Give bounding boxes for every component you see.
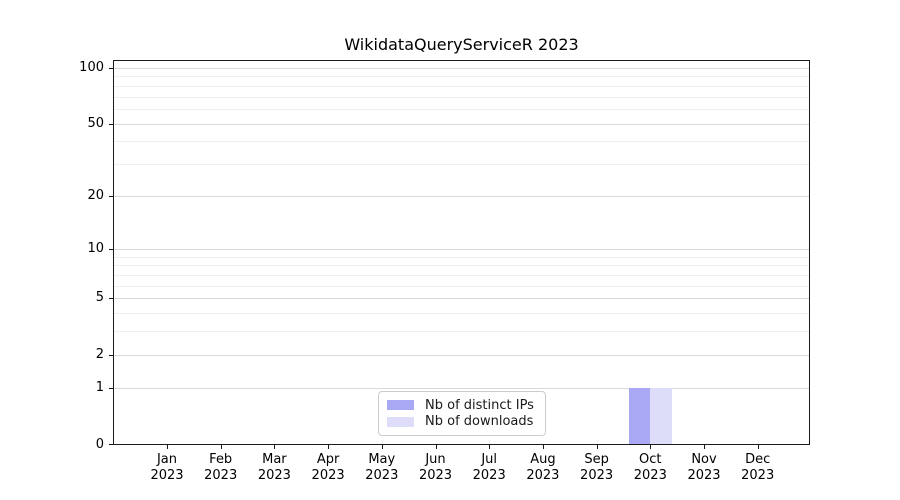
y-tick-mark <box>109 67 113 69</box>
minor-gridline <box>114 256 809 258</box>
legend: Nb of distinct IPs Nb of downloads <box>378 391 546 436</box>
x-tick-label: Feb 2023 <box>193 452 249 484</box>
bar-downloads <box>650 387 672 444</box>
y-tick-mark <box>109 354 113 356</box>
minor-gridline <box>114 313 809 315</box>
x-tick-month: Apr <box>316 452 340 467</box>
x-tick-mark <box>220 445 222 449</box>
major-gridline <box>114 354 809 356</box>
legend-item-distinct-ips: Nb of distinct IPs <box>387 398 537 413</box>
x-tick-year: 2023 <box>687 468 721 483</box>
x-tick-mark <box>167 445 168 449</box>
x-tick-label: Mar 2023 <box>246 452 302 484</box>
x-tick-month: Dec <box>745 452 771 467</box>
major-gridline <box>114 248 809 250</box>
x-tick-label: Aug 2023 <box>515 452 571 484</box>
x-tick-year: 2023 <box>633 468 667 483</box>
x-tick-month: Feb <box>209 452 233 467</box>
y-tick-mark <box>109 387 113 389</box>
x-tick-mark <box>596 445 598 449</box>
minor-gridline <box>114 274 809 276</box>
x-tick-mark <box>328 445 330 449</box>
legend-label: Nb of downloads <box>425 414 534 430</box>
major-gridline <box>114 123 809 125</box>
y-tick-mark <box>109 443 113 445</box>
major-gridline <box>114 67 809 69</box>
x-tick-month: Mar <box>262 452 287 467</box>
x-tick-mark <box>381 445 383 449</box>
x-tick-label: Nov 2023 <box>676 452 732 484</box>
minor-gridline <box>114 331 809 333</box>
chart-title: WikidataQueryServiceR 2023 <box>344 35 579 54</box>
x-tick-year: 2023 <box>418 468 453 483</box>
x-tick-year: 2023 <box>257 468 291 483</box>
major-gridline <box>114 387 809 389</box>
x-tick-month: Jul <box>481 452 498 467</box>
minor-gridline <box>114 108 809 110</box>
minor-gridline <box>114 265 809 267</box>
x-tick-mark <box>704 445 705 449</box>
x-tick-mark <box>757 445 759 449</box>
x-tick-year: 2023 <box>472 468 506 483</box>
legend-label: Nb of distinct IPs <box>425 397 534 413</box>
x-tick-year: 2023 <box>204 468 238 483</box>
x-tick-label: May 2023 <box>354 452 410 484</box>
x-tick-label: Jul 2023 <box>461 452 517 484</box>
x-tick-label: Oct 2023 <box>622 452 678 484</box>
x-tick-label: Apr 2023 <box>300 452 356 484</box>
x-tick-mark <box>650 445 652 449</box>
y-tick-label: 5 <box>95 290 104 306</box>
y-tick-label: 100 <box>79 59 104 75</box>
minor-gridline <box>114 76 809 78</box>
x-tick-mark <box>274 445 276 449</box>
minor-gridline <box>114 141 809 143</box>
legend-swatch <box>387 416 414 427</box>
x-tick-year: 2023 <box>741 468 775 483</box>
y-tick-label: 1 <box>95 379 104 395</box>
minor-gridline <box>114 164 809 166</box>
y-tick-mark <box>109 298 113 300</box>
x-tick-month: Nov <box>691 452 717 467</box>
y-tick-mark <box>109 248 113 250</box>
legend-swatch <box>387 400 414 411</box>
x-tick-month: Sep <box>584 452 609 467</box>
x-tick-month: Oct <box>639 452 662 467</box>
major-gridline <box>114 195 809 197</box>
y-tick-label: 10 <box>87 240 104 256</box>
major-gridline <box>114 298 809 300</box>
y-tick-label: 20 <box>87 187 104 203</box>
x-tick-mark <box>489 445 491 449</box>
x-tick-month: Jun <box>425 452 446 467</box>
x-tick-year: 2023 <box>365 468 399 483</box>
x-tick-year: 2023 <box>311 468 345 483</box>
plot-area: Nb of distinct IPs Nb of downloads 0 1 2 5 1… <box>79 60 810 483</box>
x-tick-label: Dec 2023 <box>730 452 786 484</box>
x-tick-month: May <box>368 452 396 467</box>
x-tick-label: Sep 2023 <box>569 452 625 484</box>
bar-distinct-ips <box>628 387 651 444</box>
x-tick-year: 2023 <box>150 468 184 483</box>
minor-gridline <box>114 85 809 87</box>
minor-gridline <box>114 285 809 287</box>
y-tick-label: 2 <box>95 346 104 362</box>
y-tick-label: 50 <box>87 115 104 131</box>
x-tick-month: Aug <box>530 452 556 467</box>
y-tick-mark <box>109 123 113 125</box>
legend-item-downloads: Nb of downloads <box>387 414 537 429</box>
y-tick-mark <box>109 195 113 197</box>
x-tick-label: Jan 2023 <box>139 452 195 484</box>
y-tick-label: 0 <box>95 436 104 452</box>
x-tick-mark <box>542 445 544 449</box>
x-tick-month: Jan <box>156 452 178 467</box>
x-tick-year: 2023 <box>526 468 560 483</box>
minor-gridline <box>114 96 809 98</box>
x-tick-label: Jun 2023 <box>408 452 464 484</box>
x-tick-year: 2023 <box>580 468 614 483</box>
x-tick-mark <box>435 445 437 449</box>
